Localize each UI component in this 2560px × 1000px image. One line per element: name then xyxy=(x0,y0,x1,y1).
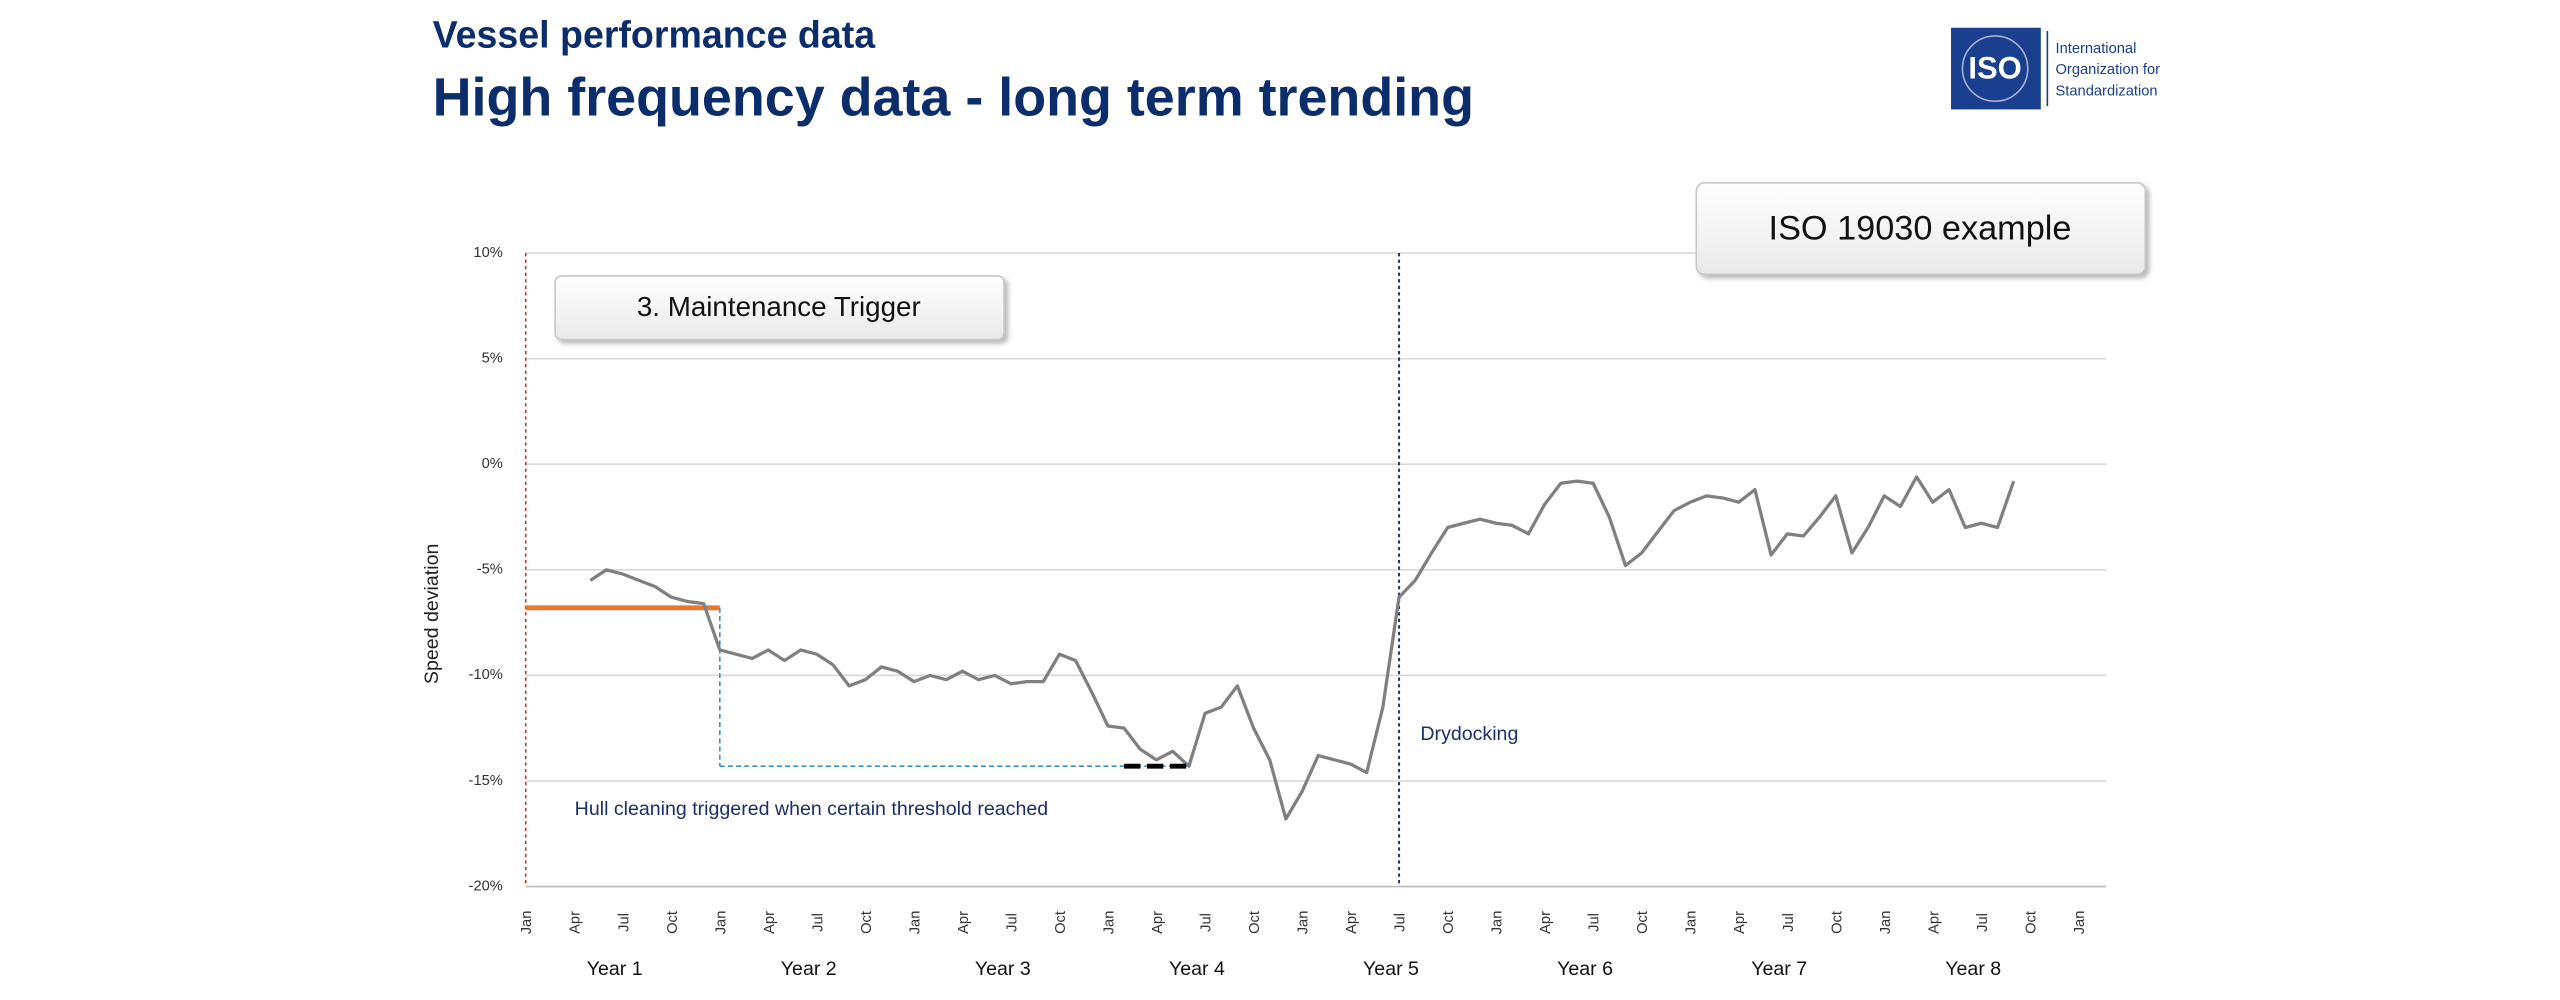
year-label: Year 6 xyxy=(1557,958,1613,980)
x-tick-label: Apr xyxy=(1538,911,1554,934)
y-tick-label: -20% xyxy=(469,878,503,894)
year-label: Year 1 xyxy=(587,958,643,980)
year-label: Year 5 xyxy=(1363,958,1419,980)
series-line xyxy=(589,475,2016,821)
x-tick-label: Apr xyxy=(1732,911,1748,934)
year-label: Year 4 xyxy=(1169,958,1225,980)
year-label: Year 8 xyxy=(1945,958,2001,980)
x-tick-label: Jan xyxy=(1878,911,1894,935)
x-tick-label: Jul xyxy=(1587,913,1603,932)
x-tick-label: Jan xyxy=(1296,911,1312,935)
y-tick-label: 10% xyxy=(473,245,502,261)
logo-mark: ISO xyxy=(1968,50,2021,85)
x-tick-label: Jan xyxy=(713,911,729,935)
x-tick-label: Jan xyxy=(1490,911,1506,935)
x-tick-label: Jul xyxy=(810,913,826,932)
x-tick-label: Apr xyxy=(1344,911,1360,934)
x-tick-label: Apr xyxy=(956,911,972,934)
x-tick-label: Oct xyxy=(2023,911,2039,934)
logo-text: Organization for xyxy=(2056,62,2161,78)
y-axis-label: Speed deviation xyxy=(421,544,443,684)
x-tick-label: Oct xyxy=(665,911,681,934)
logo-text: International xyxy=(2056,41,2137,57)
y-tick-label: 0% xyxy=(482,456,503,472)
x-tick-label: Jul xyxy=(1781,913,1797,932)
x-tick-label: Jul xyxy=(1393,913,1409,932)
iso-logo: ISO International Organization for Stand… xyxy=(1951,27,2161,110)
x-tick-label: Jan xyxy=(1101,911,1117,935)
x-tick-label: Jan xyxy=(2072,911,2088,935)
panel-title: 3. Maintenance Trigger xyxy=(637,291,921,322)
logo-globe xyxy=(1961,35,2029,103)
y-tick-label: -15% xyxy=(469,773,503,789)
x-tick-label: Jan xyxy=(519,911,535,935)
slide-subtitle: High frequency data - long term trending xyxy=(433,67,1474,127)
y-tick-label: 5% xyxy=(482,351,503,367)
x-tick-label: Jul xyxy=(1004,913,1020,932)
plot: -20% -15% -10% -5% 0% 5% 10% Jan Apr Jul Oct Jan Apr… xyxy=(469,245,2107,980)
x-tick-label: Apr xyxy=(568,911,584,934)
x-tick-label: Apr xyxy=(1150,911,1166,934)
annotation: Drydocking xyxy=(1420,723,1518,745)
logo-text: Standardization xyxy=(2056,83,2158,99)
x-tick-label: Oct xyxy=(1635,911,1651,934)
x-tick-label: Jul xyxy=(616,913,632,932)
x-tick-label: Jul xyxy=(1199,913,1215,932)
x-tick-label: Jan xyxy=(1684,911,1700,935)
x-tick-label: Jul xyxy=(1975,913,1991,932)
x-tick-label: Apr xyxy=(1926,911,1942,934)
y-tick-label: -10% xyxy=(469,667,503,683)
slide-title: Vessel performance data xyxy=(433,13,877,55)
year-label: Year 2 xyxy=(781,958,837,980)
badge-box xyxy=(1695,182,2147,276)
panel-title-box xyxy=(554,275,1005,341)
year-label: Year 7 xyxy=(1751,958,1807,980)
x-tick-label: Oct xyxy=(859,911,875,934)
x-tick-label: Oct xyxy=(1053,911,1069,934)
x-tick-label: Oct xyxy=(1829,911,1845,934)
logo-square xyxy=(1951,27,2041,110)
x-tick-label: Jan xyxy=(907,911,923,935)
x-tick-label: Apr xyxy=(762,911,778,934)
year-label: Year 3 xyxy=(975,958,1031,980)
badge: ISO 19030 example xyxy=(1769,209,2072,247)
annotation: Hull cleaning triggered when certain thr… xyxy=(575,798,1048,820)
x-tick-label: Oct xyxy=(1247,911,1263,934)
y-tick-label: -5% xyxy=(477,562,503,578)
x-tick-label: Oct xyxy=(1441,911,1457,934)
